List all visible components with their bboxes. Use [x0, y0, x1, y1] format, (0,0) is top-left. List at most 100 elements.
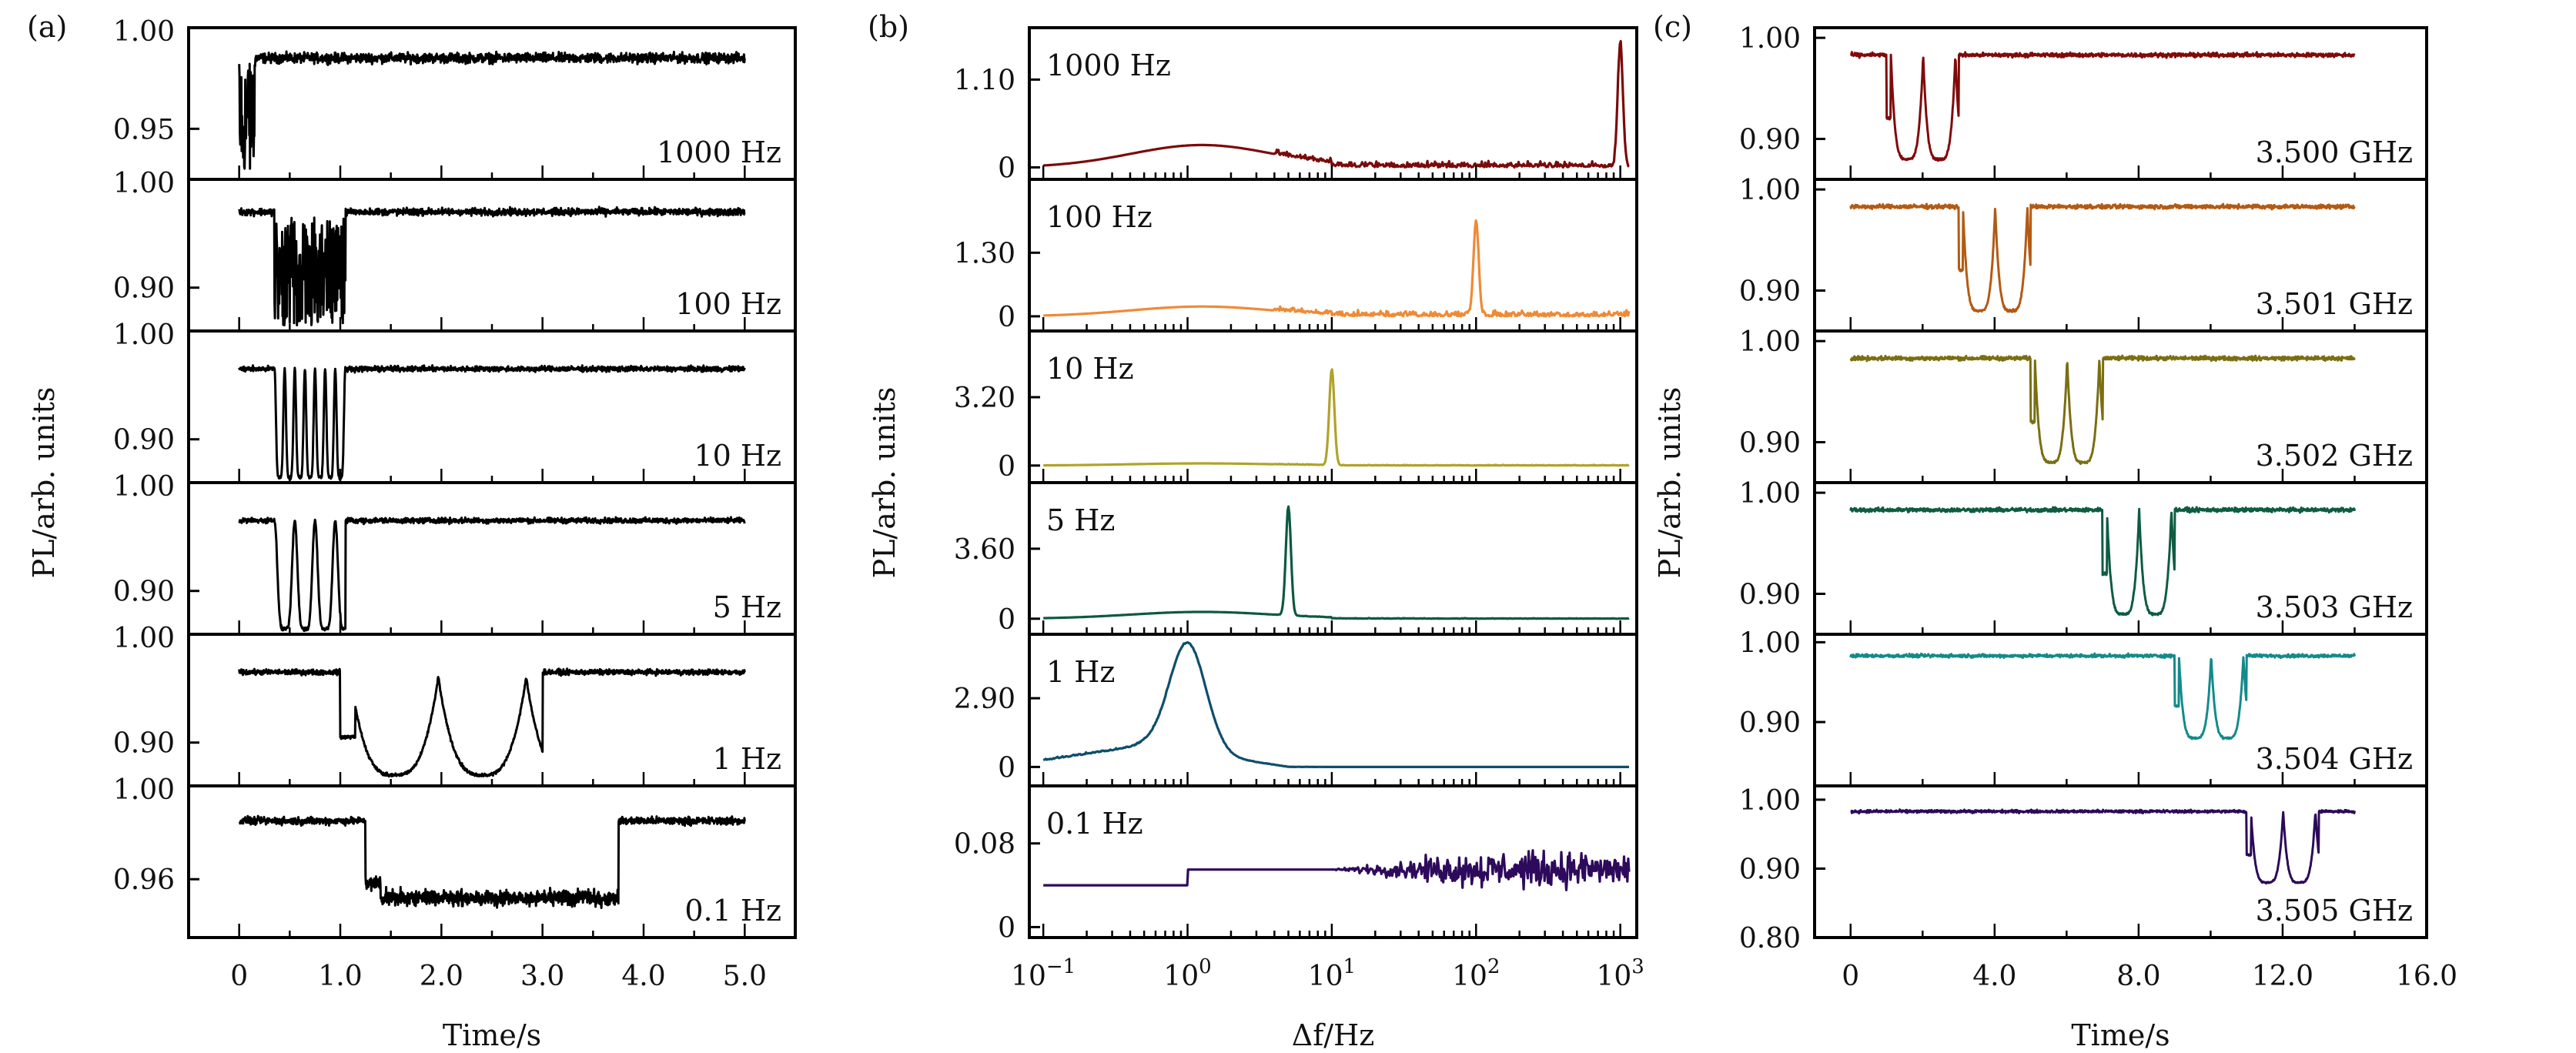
x-tick-exponent: −1: [1046, 955, 1076, 978]
y-tick-label: 0: [998, 152, 1015, 184]
data-series-3-505-ghz: [1849, 808, 2356, 885]
x-tick-label: 101: [1308, 955, 1356, 992]
y-tick-label: 1.00: [113, 774, 175, 806]
subplot-annotation: 3.500 GHz: [2256, 135, 2413, 169]
panel-label: (b): [868, 10, 909, 44]
x-tick-label: 100: [1163, 955, 1211, 992]
subplot-frame: [1028, 481, 1638, 636]
subplot-frame: [1028, 784, 1638, 939]
x-tick-label: 4.0: [621, 961, 665, 992]
data-series-3-502-ghz: [1849, 354, 2356, 466]
x-tick-label: 1.0: [318, 961, 362, 992]
y-tick-label: 1.00: [1739, 23, 1801, 55]
subplot-frame: [1028, 633, 1638, 787]
x-tick-label: 102: [1452, 955, 1500, 992]
y-tick-label: 1.00: [113, 319, 175, 351]
subplot-frame: [1813, 784, 2428, 939]
y-axis-label: PL/arb. units: [27, 387, 61, 579]
x-tick-label: 5.0: [723, 961, 767, 992]
data-series-1000-hz: [1042, 39, 1630, 169]
y-tick-label: 3.60: [954, 534, 1015, 566]
panel-label: (a): [27, 10, 67, 44]
y-tick-label: 1.00: [1739, 627, 1801, 659]
x-tick-label: 2.0: [420, 961, 463, 992]
y-tick-label: 3.20: [954, 383, 1015, 414]
y-tick-label: 0: [998, 912, 1015, 944]
x-tick-label: 10−1: [1011, 955, 1076, 992]
subplot: 0 1.10 1000 Hz: [954, 26, 1638, 184]
y-tick-label: 0.90: [113, 425, 175, 456]
subplot: 0 3.20 10 Hz: [954, 329, 1638, 484]
y-tick-label: 0: [998, 302, 1015, 333]
y-tick-label: 0: [998, 752, 1015, 784]
subplot-annotation: 10 Hz: [694, 439, 781, 473]
y-tick-label: 1.00: [1739, 785, 1801, 817]
data-series-3-500-ghz: [1849, 51, 2356, 162]
y-tick-label: 1.00: [1739, 175, 1801, 206]
y-tick-label: 0.80: [1739, 923, 1801, 954]
data-series-5-hz: [238, 516, 746, 633]
subplot-annotation: 3.504 GHz: [2256, 742, 2413, 776]
subplot-annotation: 1000 Hz: [657, 135, 781, 169]
subplot-annotation: 5 Hz: [1046, 503, 1115, 537]
subplot-annotation: 3.503 GHz: [2256, 590, 2413, 624]
subplot: 0.80 0.90 1.00 3.505 GHz: [1739, 784, 2428, 954]
data-series-5-hz: [1042, 505, 1630, 620]
y-tick-label: 0.90: [113, 728, 175, 760]
x-axis-label: Time/s: [2071, 1018, 2170, 1052]
data-series-0-1-hz: [1042, 849, 1631, 891]
subplot: 0.90 1.00 3.504 GHz: [1739, 627, 2428, 787]
subplot: 0.95 1.00 1000 Hz: [113, 16, 797, 181]
y-tick-label: 0.90: [113, 273, 175, 305]
y-tick-label: 0.90: [1739, 427, 1801, 459]
x-axis-label: Δf/Hz: [1292, 1018, 1374, 1052]
y-tick-label: 0.90: [1739, 707, 1801, 739]
subplot-annotation: 3.501 GHz: [2256, 287, 2413, 321]
x-axis-label: Time/s: [443, 1018, 541, 1052]
data-series-1-hz: [238, 667, 746, 778]
data-series-3-503-ghz: [1849, 506, 2356, 617]
subplot-annotation: 5 Hz: [713, 590, 781, 624]
subplot-annotation: 1 Hz: [713, 742, 781, 776]
y-tick-label: 1.00: [1739, 478, 1801, 510]
data-series-3-504-ghz: [1849, 652, 2356, 740]
y-tick-label: 1.00: [1739, 326, 1801, 358]
x-tick-label: 103: [1596, 955, 1644, 992]
subplot: 0.90 1.00 10 Hz: [113, 319, 797, 484]
x-tick-exponent: 3: [1631, 955, 1644, 978]
x-tick-exponent: 0: [1199, 955, 1212, 978]
subplot: 0.90 1.00 3.500 GHz: [1739, 23, 2428, 181]
panel-label: (c): [1653, 10, 1692, 44]
x-tick-label: 16.0: [2396, 961, 2457, 992]
subplot: 0 3.60 5 Hz: [954, 481, 1638, 636]
y-tick-label: 1.10: [954, 65, 1015, 96]
subplot-annotation: 1 Hz: [1046, 655, 1115, 689]
data-series-0-1-hz: [238, 814, 746, 909]
data-series-3-501-ghz: [1849, 202, 2356, 313]
x-tick-label: 0: [1842, 961, 1859, 992]
y-axis-label: PL/arb. units: [868, 387, 902, 579]
subplot-frame: [187, 633, 797, 787]
y-tick-label: 0.96: [113, 864, 175, 896]
x-tick-exponent: 2: [1487, 955, 1500, 978]
y-tick-label: 0: [998, 451, 1015, 483]
subplot: 0 1.30 100 Hz: [954, 178, 1638, 333]
subplot-annotation: 0.1 Hz: [1046, 807, 1143, 841]
y-tick-label: 0.95: [113, 114, 175, 145]
y-tick-label: 0.90: [1739, 854, 1801, 885]
subplot-annotation: 100 Hz: [1046, 200, 1153, 234]
data-series-10-hz: [1042, 368, 1630, 467]
subplot: 0.90 1.00 100 Hz: [113, 168, 797, 333]
subplot: 0.96 1.00 0.1 Hz: [113, 774, 797, 939]
data-series-100-hz: [238, 206, 746, 326]
y-tick-label: 1.00: [113, 471, 175, 503]
subplot: 0.90 1.00 3.502 GHz: [1739, 326, 2428, 484]
y-tick-label: 1.00: [113, 623, 175, 654]
y-tick-label: 0.08: [954, 829, 1015, 861]
y-tick-label: 1.00: [113, 168, 175, 199]
subplot: 0.90 1.00 3.501 GHz: [1739, 175, 2428, 333]
subplot-annotation: 10 Hz: [1046, 352, 1134, 386]
x-tick-label: 4.0: [1972, 961, 2016, 992]
data-series-1-hz: [1042, 641, 1630, 768]
